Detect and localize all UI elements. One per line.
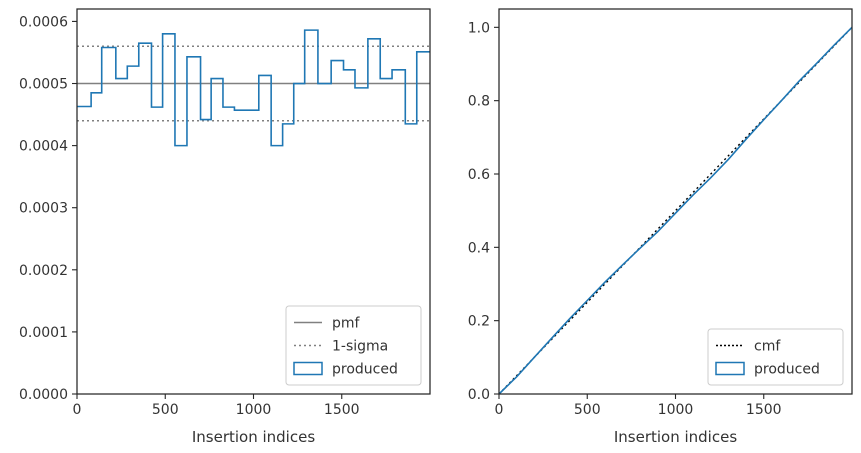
legend-handle-produced [715,361,745,376]
legend-label-pmf: pmf [332,316,361,332]
chart-1-y-tick-label: 0.0001 [19,325,68,341]
chart-1-x-tick-label: 0 [73,402,82,418]
chart-1-y-tick-label: 0.0005 [19,77,68,93]
legend-label-produced: produced [754,362,820,378]
chart-1-y-tick-label: 0.0006 [19,14,68,30]
chart-1-y-tick-label: 0.0003 [19,201,68,217]
chart-2-x-tick-label: 0 [495,402,504,418]
chart-2-y-tick-label: 0.2 [468,314,490,330]
chart-2-x-tick-label: 1500 [746,402,782,418]
chart-2-y-tick-label: 0.6 [468,167,490,183]
chart-1-y-tick-label: 0.0000 [19,387,68,403]
legend-label-sigma: 1-sigma [332,339,388,355]
legend-label-cmf: cmf [754,339,781,355]
chart-1-x-tick-label: 1000 [236,402,272,418]
chart-1-x-tick-label: 1500 [324,402,360,418]
legend-box [285,305,422,386]
legend-handle-produced [293,361,323,376]
chart-1-y-tick-label: 0.0004 [19,139,68,155]
chart-1-x-axis-label: Insertion indices [192,428,315,446]
chart-2-y-tick-label: 1.0 [468,20,490,36]
chart-1-series-produced [77,29,430,147]
chart-2-series-produced [498,26,853,395]
chart-2-y-tick-label: 0.8 [468,94,490,110]
chart-2-y-tick-label: 0.0 [468,387,490,403]
chart-2-x-tick-label: 1000 [658,402,694,418]
legend-label-produced: produced [332,362,398,378]
chart-2-x-axis-label: Insertion indices [614,428,737,446]
chart-2-x-tick-label: 500 [574,402,601,418]
chart-1-y-tick-label: 0.0002 [19,263,68,279]
chart-2-y-tick-label: 0.4 [468,240,490,256]
chart-1-x-tick-label: 500 [152,402,179,418]
legend-box [707,328,844,386]
